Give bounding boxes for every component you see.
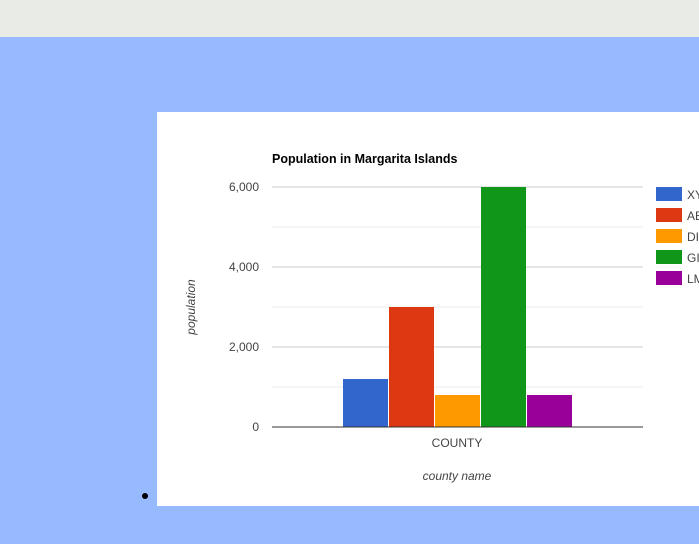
y-tick-label: 6,000 [229, 180, 259, 194]
legend-label: DI [687, 230, 699, 244]
x-category-label: COUNTY [432, 436, 483, 450]
chart-title: Population in Margarita Islands [272, 152, 457, 166]
y-tick-label: 4,000 [229, 260, 259, 274]
top-strip [0, 0, 699, 37]
legend-swatch [656, 187, 682, 201]
list-bullet [142, 493, 148, 499]
y-tick-label: 2,000 [229, 340, 259, 354]
legend-label: AB [687, 209, 699, 223]
legend-swatch [656, 229, 682, 243]
y-axis-label: population [184, 279, 198, 336]
legend-label: XY [687, 188, 699, 202]
legend-swatch [656, 271, 682, 285]
bars [343, 187, 572, 427]
legend-swatch [656, 208, 682, 222]
legend: XY AB DI GI LM [656, 187, 699, 286]
legend-swatch [656, 250, 682, 264]
x-axis-label: county name [423, 469, 492, 483]
y-tick-label: 0 [252, 420, 259, 434]
bar-gi[interactable] [481, 187, 526, 427]
bar-xy[interactable] [343, 379, 388, 427]
legend-label: LM [687, 272, 699, 286]
bar-ab[interactable] [389, 307, 434, 427]
bar-chart: 0 2,000 4,000 6,000 Population in Margarita… [184, 152, 699, 483]
legend-label: GI [687, 251, 699, 265]
bar-lm[interactable] [527, 395, 572, 427]
y-tick-labels: 0 2,000 4,000 6,000 [229, 180, 259, 434]
grid-lines [272, 186, 643, 388]
bar-di[interactable] [435, 395, 480, 427]
chart-card: 0 2,000 4,000 6,000 Population in Margarita… [157, 112, 699, 506]
